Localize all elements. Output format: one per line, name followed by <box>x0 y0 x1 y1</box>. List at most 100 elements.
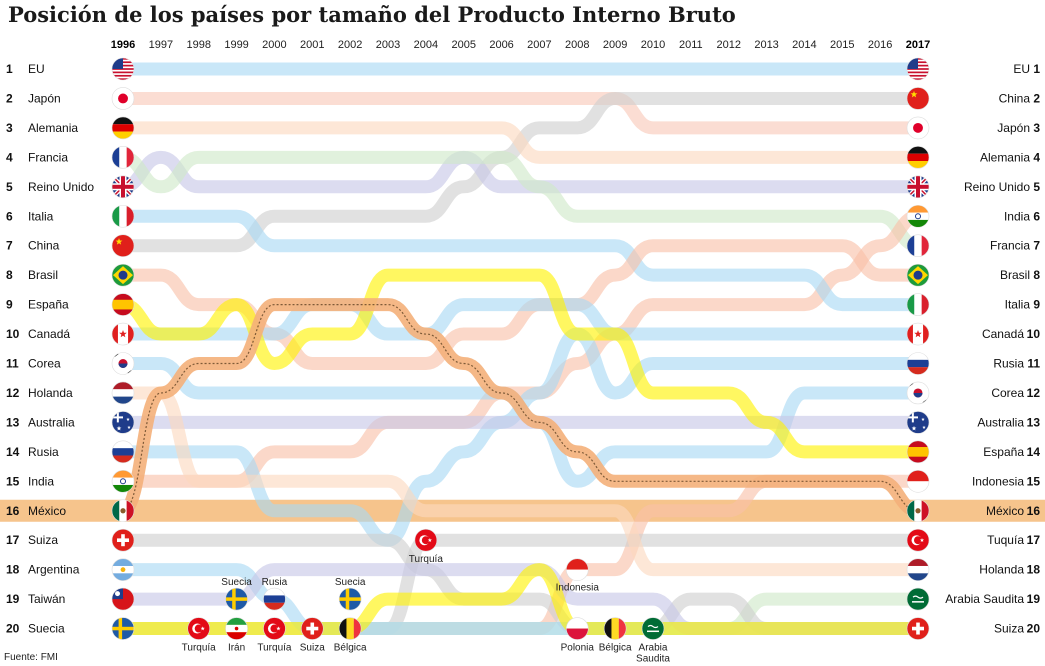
russia-flag-icon <box>111 440 135 464</box>
iran-flag-icon <box>225 617 248 640</box>
series-line-reino-unido <box>116 150 925 194</box>
year-tick-label: 2006 <box>489 39 513 51</box>
right-country-label: Reino Unido <box>964 180 1030 194</box>
series-line-alemania <box>116 121 925 164</box>
year-tick-label: 1999 <box>224 39 248 51</box>
germany-flag-icon <box>906 146 930 169</box>
year-tick-label: 2008 <box>565 39 589 51</box>
left-rank-label: 14 <box>6 445 20 459</box>
left-rank-label: 5 <box>6 180 13 194</box>
right-rank-label: 16 <box>1027 504 1041 518</box>
right-country-label: India <box>1004 209 1030 223</box>
year-tick-label: 2011 <box>679 39 703 51</box>
year-tick-label: 2014 <box>792 39 816 51</box>
russia-flag-icon <box>263 587 286 611</box>
year-tick-label: 2002 <box>338 39 362 51</box>
left-rank-label: 16 <box>6 504 20 518</box>
left-country-label: Brasil <box>28 268 58 282</box>
netherlands-flag-icon <box>906 558 930 581</box>
right-rank-label: 6 <box>1033 209 1040 223</box>
right-rank-label: 11 <box>1027 357 1040 371</box>
korea-flag-icon <box>111 352 135 375</box>
italy-flag-icon <box>111 204 135 228</box>
year-tick-label: 2005 <box>451 39 475 51</box>
entry-marker-label: Turquía <box>409 554 444 565</box>
left-country-label: Suecia <box>28 622 65 636</box>
left-rank-label: 3 <box>6 121 13 135</box>
right-rank-label: 7 <box>1033 239 1040 253</box>
year-tick-label: 2012 <box>716 39 740 51</box>
poland-flag-icon <box>565 617 589 640</box>
turkey-flag-icon <box>906 528 930 552</box>
left-rank-label: 1 <box>6 62 13 76</box>
left-country-label: Argentina <box>28 563 80 577</box>
left-country-label: México <box>28 504 66 518</box>
entry-marker-label: Suecia <box>221 577 252 588</box>
right-country-label: Australia <box>977 415 1024 429</box>
sweden-flag-icon <box>338 587 362 611</box>
right-rank-label: 3 <box>1033 121 1040 135</box>
right-country-label: China <box>999 91 1031 105</box>
page-title: Posición de los países por tamaño del Pr… <box>8 2 736 27</box>
entry-marker-label: Polonia <box>561 643 595 654</box>
usa-flag-icon <box>111 57 135 81</box>
right-rank-label: 5 <box>1033 180 1040 194</box>
turkey-flag-icon <box>263 617 286 640</box>
germany-flag-icon <box>111 116 135 140</box>
series-line-japón <box>116 91 925 135</box>
france-flag-icon <box>906 234 930 257</box>
korea-flag-icon <box>906 381 930 405</box>
uk-flag-icon <box>906 175 930 199</box>
year-tick-label: 1996 <box>111 39 135 51</box>
right-country-label: Alemania <box>980 150 1030 164</box>
left-country-label: Corea <box>28 357 61 371</box>
left-rank-label: 15 <box>6 474 20 488</box>
china-flag-icon <box>906 87 930 110</box>
india-flag-icon <box>906 204 930 228</box>
right-rank-label: 1 <box>1033 62 1040 76</box>
taiwan-flag-icon <box>111 587 135 611</box>
right-country-label: Indonesia <box>972 474 1024 488</box>
right-country-label: Rusia <box>993 357 1024 371</box>
left-rank-label: 19 <box>6 592 20 606</box>
left-country-label: España <box>28 298 69 312</box>
series-line-italia <box>116 209 925 312</box>
left-country-label: Holanda <box>28 386 73 400</box>
left-rank-label: 4 <box>6 150 13 164</box>
left-country-label: Japón <box>28 91 61 105</box>
year-tick-label: 2013 <box>754 39 778 51</box>
sweden-flag-icon <box>111 617 135 640</box>
left-country-label: India <box>28 474 54 488</box>
saudi-flag-icon <box>906 587 930 611</box>
right-rank-label: 17 <box>1027 533 1041 547</box>
entry-marker-label: Bélgica <box>599 643 632 654</box>
japan-flag-icon <box>906 116 930 140</box>
australia-flag-icon <box>111 411 135 434</box>
series-lines <box>116 62 925 636</box>
series-line-mexico-dots <box>122 304 919 512</box>
left-rank-label: 2 <box>6 91 13 105</box>
left-country-label: Canadá <box>28 327 70 341</box>
china-flag-icon <box>111 234 135 257</box>
left-country-label: China <box>28 239 60 253</box>
entry-marker-label: Turquía <box>257 643 292 654</box>
right-rank-label: 4 <box>1033 150 1040 164</box>
entry-marker-label: Turquía <box>182 643 217 654</box>
year-tick-label: 2010 <box>641 39 665 51</box>
right-rank-label: 10 <box>1027 327 1041 341</box>
right-rank-label: 12 <box>1027 386 1041 400</box>
belgium-flag-icon <box>338 617 362 640</box>
year-tick-label: 2004 <box>414 39 438 51</box>
argentina-flag-icon <box>111 558 135 581</box>
year-tick-label: 2009 <box>603 39 627 51</box>
right-country-label: Francia <box>990 239 1030 253</box>
spain-flag-icon <box>906 440 930 464</box>
year-tick-label: 2016 <box>868 39 892 51</box>
left-rank-label: 6 <box>6 209 13 223</box>
left-rank-label: 13 <box>6 415 20 429</box>
left-rank-label: 17 <box>6 533 20 547</box>
left-rank-label: 11 <box>6 357 19 371</box>
series-line-suecia <box>116 563 925 636</box>
mexico-flag-icon <box>111 499 135 523</box>
